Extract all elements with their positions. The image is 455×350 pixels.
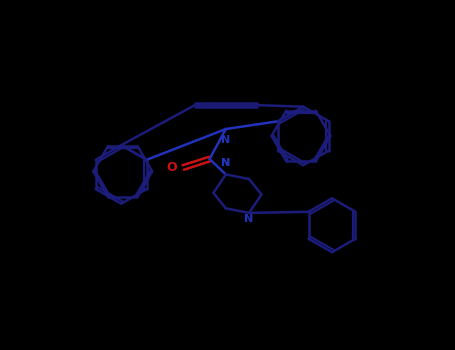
Text: N: N [221,158,230,168]
Text: N: N [221,135,230,145]
Text: O: O [167,161,177,174]
Text: N: N [244,215,254,224]
Text: N: N [221,158,230,168]
